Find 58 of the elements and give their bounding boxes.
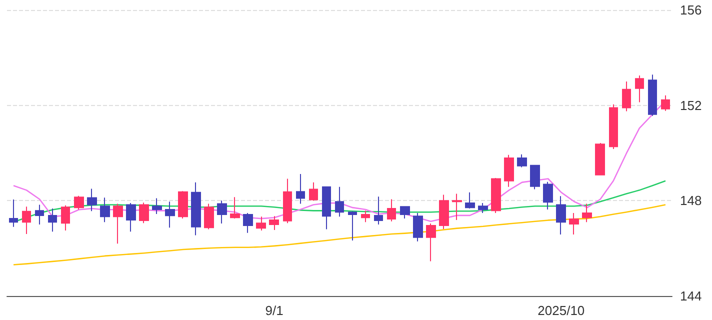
candlestick: [322, 186, 331, 230]
line-series: [12, 204, 666, 266]
candlestick: [400, 206, 410, 220]
candlestick: [491, 178, 501, 214]
candlestick: [256, 216, 266, 231]
candlestick: [556, 196, 566, 236]
candlestick: [595, 142, 605, 176]
candlestick: [9, 198, 18, 228]
candlestick: [139, 202, 149, 224]
candlestick: [35, 204, 44, 225]
candlestick: [569, 212, 579, 236]
candlestick: [100, 197, 110, 223]
candlestick: [452, 193, 462, 220]
candlestick: [387, 198, 396, 222]
candlestick: [648, 74, 657, 116]
candlestick: [335, 186, 344, 218]
candlestick: [74, 195, 84, 210]
candlestick: [217, 200, 227, 224]
candlestick: [622, 81, 631, 112]
candlestick: [361, 210, 370, 223]
y-tick-label: 148: [680, 193, 702, 208]
candlestick: [126, 202, 136, 232]
candlestick: [582, 203, 592, 223]
candlestick: [426, 223, 436, 262]
candlestick: [178, 190, 188, 220]
y-tick-label: 152: [680, 98, 702, 113]
candlestick: [439, 194, 449, 230]
candlestick: [543, 181, 553, 210]
candlestick: [348, 210, 357, 241]
candlestick: [165, 201, 175, 228]
candlestick: [113, 203, 123, 244]
candlestick: [478, 202, 488, 214]
candlestick: [296, 173, 305, 204]
candlestick: [635, 75, 644, 103]
candlestick: [517, 154, 527, 168]
candlestick: [374, 196, 383, 225]
candlestick: [661, 94, 670, 112]
candlestick: [609, 104, 618, 150]
candlestick: [283, 178, 292, 224]
candlestick: [22, 206, 31, 235]
candlestick: [61, 204, 70, 231]
candlestick: [152, 198, 162, 215]
candlestick: [504, 154, 514, 188]
candlestick: [48, 208, 57, 232]
y-tick-label: 144: [680, 288, 702, 304]
candlestick: [309, 182, 318, 202]
y-tick-label: 156: [680, 2, 702, 18]
candlestick: [243, 212, 253, 234]
candlestick: [87, 188, 97, 212]
x-tick-label: 2025/10: [538, 303, 585, 318]
candlestick: [530, 164, 540, 190]
candlestick: [413, 212, 423, 242]
candlestick: [230, 196, 240, 220]
candlestick: [191, 182, 201, 236]
candlestick: [204, 203, 214, 230]
x-tick-label: 9/1: [265, 303, 284, 318]
candlestick: [465, 192, 475, 210]
candlestick: [269, 216, 279, 230]
